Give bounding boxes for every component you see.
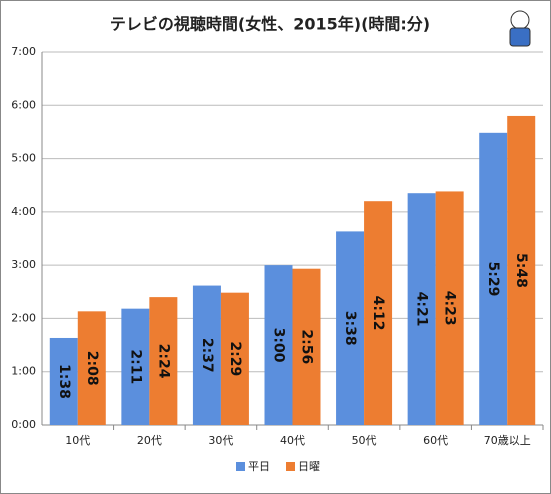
value-label: 2:11 bbox=[127, 349, 143, 384]
bar bbox=[264, 265, 293, 425]
bar bbox=[77, 311, 106, 425]
x-tick-label: 40代 bbox=[280, 434, 305, 447]
value-label: 2:24 bbox=[155, 344, 171, 379]
y-tick-label: 7:00 bbox=[11, 45, 36, 58]
bar bbox=[507, 115, 536, 425]
value-label: 4:23 bbox=[442, 291, 458, 326]
bar bbox=[407, 193, 436, 425]
value-label: 3:38 bbox=[342, 311, 358, 346]
x-tick-label: 30代 bbox=[208, 434, 233, 447]
x-tick-label: 70歳以上 bbox=[484, 434, 531, 447]
value-label: 5:29 bbox=[485, 261, 501, 296]
bar bbox=[220, 292, 249, 425]
bar bbox=[149, 297, 178, 425]
value-label: 1:38 bbox=[56, 364, 72, 399]
y-tick-label: 2:00 bbox=[11, 311, 36, 324]
y-tick-label: 0:00 bbox=[11, 418, 36, 431]
y-tick-label: 5:00 bbox=[11, 152, 36, 165]
value-label: 4:12 bbox=[370, 296, 386, 331]
x-tick-label: 20代 bbox=[137, 434, 162, 447]
value-label: 2:29 bbox=[227, 341, 243, 376]
bar bbox=[336, 231, 365, 425]
x-tick-label: 60代 bbox=[423, 434, 448, 447]
bar bbox=[121, 308, 150, 425]
bar bbox=[479, 132, 508, 426]
y-tick-label: 1:00 bbox=[11, 365, 36, 378]
y-tick-label: 3:00 bbox=[11, 258, 36, 271]
mascot bbox=[509, 10, 531, 47]
legend-swatch bbox=[236, 462, 245, 471]
value-label: 2:37 bbox=[199, 338, 215, 373]
value-label: 3:00 bbox=[271, 328, 287, 363]
y-tick-label: 4:00 bbox=[11, 205, 36, 218]
x-tick-label: 50代 bbox=[352, 434, 377, 447]
bar bbox=[292, 268, 321, 425]
legend-swatch bbox=[286, 462, 295, 471]
y-tick-label: 6:00 bbox=[11, 98, 36, 111]
legend-label: 日曜 bbox=[298, 460, 320, 473]
x-tick-label: 10代 bbox=[65, 434, 90, 447]
value-label: 5:48 bbox=[513, 253, 529, 288]
chart-title: テレビの視聴時間(女性、2015年)(時間:分) bbox=[110, 15, 430, 34]
bar bbox=[364, 201, 393, 425]
value-label: 4:21 bbox=[414, 292, 430, 327]
value-label: 2:08 bbox=[84, 351, 100, 386]
bar bbox=[435, 191, 464, 425]
bar bbox=[49, 337, 78, 425]
bar bbox=[192, 285, 221, 425]
legend-label: 平日 bbox=[248, 460, 270, 473]
value-label: 2:56 bbox=[299, 329, 315, 364]
